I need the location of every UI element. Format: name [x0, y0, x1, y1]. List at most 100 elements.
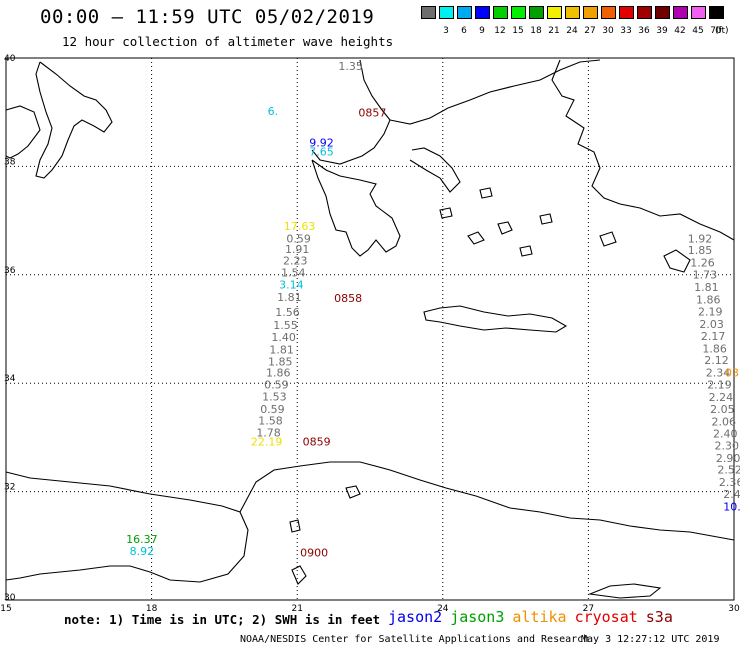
legend-label: 24 — [566, 26, 578, 36]
wave-height-value: 1.81 — [277, 291, 302, 304]
pass-time-label: 0900 — [300, 547, 328, 560]
page-subtitle: 12 hour collection of altimeter wave hei… — [62, 34, 394, 49]
wave-height-value: 10. — [723, 501, 740, 514]
wave-height-value: 8.92 — [130, 545, 155, 558]
legend-swatch — [637, 6, 652, 19]
satellite-legend: jason2 jason3 altika cryosat s3a — [388, 608, 681, 626]
wave-height-value: 1.56 — [275, 306, 300, 319]
wave-height-value: 2.12 — [704, 354, 729, 367]
wave-height-value: 1.85 — [268, 355, 293, 368]
wave-height-value: 22.19 — [251, 436, 283, 449]
wave-height-value: 2.05 — [710, 403, 735, 416]
lat-tick-label: 38 — [4, 157, 16, 167]
wave-height-value: 1.35 — [338, 60, 363, 73]
satellite-name: jason3 — [450, 608, 505, 626]
legend-swatch — [493, 6, 508, 19]
legend-label: 42 — [674, 26, 686, 36]
legend-label: 21 — [548, 26, 560, 36]
legend-swatch — [601, 6, 616, 19]
wave-height-value: 1.86 — [266, 367, 291, 380]
wave-height-value: 2.4 — [723, 488, 740, 501]
wave-height-value: 1.78 — [256, 426, 281, 439]
legend-label: 36 — [638, 26, 650, 36]
legend-label: 12 — [494, 26, 506, 36]
legend-swatch — [673, 6, 688, 19]
wave-height-value: 0.59 — [286, 232, 311, 245]
legend-swatch — [511, 6, 526, 19]
legend-swatch — [457, 6, 472, 19]
legend-swatch — [547, 6, 562, 19]
wave-height-value: 1.81 — [269, 343, 294, 356]
footer-credit: NOAA/NESDIS Center for Satellite Applica… — [240, 634, 590, 645]
wave-height-value: 2.30 — [714, 439, 739, 452]
wave-height-value: 03 — [725, 367, 739, 380]
lon-tick-label: 27 — [583, 604, 594, 614]
satellite-name: altika — [512, 608, 567, 626]
satellite-name: cryosat — [574, 608, 638, 626]
lat-tick-label: 32 — [4, 483, 15, 493]
legend-swatch — [475, 6, 490, 19]
lat-tick-label: 36 — [4, 266, 16, 276]
wave-height-value: 1.26 — [690, 257, 715, 270]
lat-tick-label: 30 — [4, 593, 16, 603]
wave-height-value: 1.91 — [285, 243, 310, 256]
wave-height-value: 1.40 — [271, 331, 296, 344]
wave-height-value: 1.81 — [694, 281, 719, 294]
wave-height-value: 9.92 — [309, 136, 334, 149]
lon-tick-label: 21 — [291, 604, 302, 614]
legend-label: 27 — [584, 26, 596, 36]
legend-swatch — [529, 6, 544, 19]
footer-date: May 3 12:27:12 UTC 2019 — [581, 634, 720, 645]
wave-height-value: 2.23 — [283, 255, 308, 268]
legend-label: 33 — [620, 26, 632, 36]
wave-height-value: 1.73 — [693, 269, 718, 282]
legend-unit: (ft) — [715, 26, 729, 36]
legend-swatch — [709, 6, 724, 19]
lat-tick-label: 40 — [4, 54, 16, 64]
wave-height-value: 2.06 — [712, 415, 737, 428]
wave-height-value: 0.59 — [264, 379, 289, 392]
wave-height-value: 2.34 — [706, 367, 731, 380]
legend-label: 15 — [512, 26, 524, 36]
wave-height-value: 2.03 — [699, 318, 724, 331]
pass-time-label: 0858 — [334, 292, 362, 305]
legend-label: 70 — [710, 26, 722, 36]
pass-time-label: 0859 — [303, 436, 331, 449]
wave-height-value: 1.86 — [702, 342, 727, 355]
wave-height-value: 16.37 — [126, 533, 158, 546]
legend-label: 39 — [656, 26, 668, 36]
legend-swatch — [655, 6, 670, 19]
wave-height-value: 1.92 — [688, 232, 713, 245]
wave-height-value: 2.19 — [707, 379, 732, 392]
wave-height-value: 7.65 — [309, 146, 334, 159]
satellite-name: jason2 — [388, 608, 443, 626]
legend-swatch — [421, 6, 436, 19]
wave-height-value: 1.53 — [262, 391, 287, 404]
wave-height-value: 2.52 — [717, 464, 740, 477]
pass-time-label: 0857 — [358, 107, 386, 120]
lon-tick-label: 30 — [728, 604, 740, 614]
wave-height-value: 2.17 — [701, 330, 726, 343]
wave-height-value: 1.54 — [281, 266, 306, 279]
legend-swatch — [691, 6, 706, 19]
wave-height-value: 17.63 — [284, 220, 316, 233]
lat-lon-grid — [6, 58, 734, 600]
legend-label: 9 — [479, 26, 485, 36]
footer-note: note: 1) Time is in UTC; 2) SWH is in fe… — [64, 612, 381, 627]
legend-label: 18 — [530, 26, 542, 36]
lon-tick-label: 24 — [437, 604, 449, 614]
map-frame — [5, 57, 735, 601]
wave-height-value: 2.24 — [709, 391, 734, 404]
wave-height-value: 1.85 — [688, 244, 713, 257]
page-title: 00:00 — 11:59 UTC 05/02/2019 — [40, 6, 375, 28]
wave-height-value: 0.59 — [260, 403, 285, 416]
wave-height-value: 6. — [268, 105, 279, 118]
lon-tick-label: 18 — [146, 604, 158, 614]
wave-height-value: 1.86 — [696, 294, 721, 307]
wave-height-value: 1.55 — [273, 319, 298, 332]
satellite-name: s3a — [645, 608, 673, 626]
legend-label: 30 — [602, 26, 614, 36]
legend-label: 3 — [443, 26, 449, 36]
wave-height-value: 3.14 — [279, 278, 304, 291]
